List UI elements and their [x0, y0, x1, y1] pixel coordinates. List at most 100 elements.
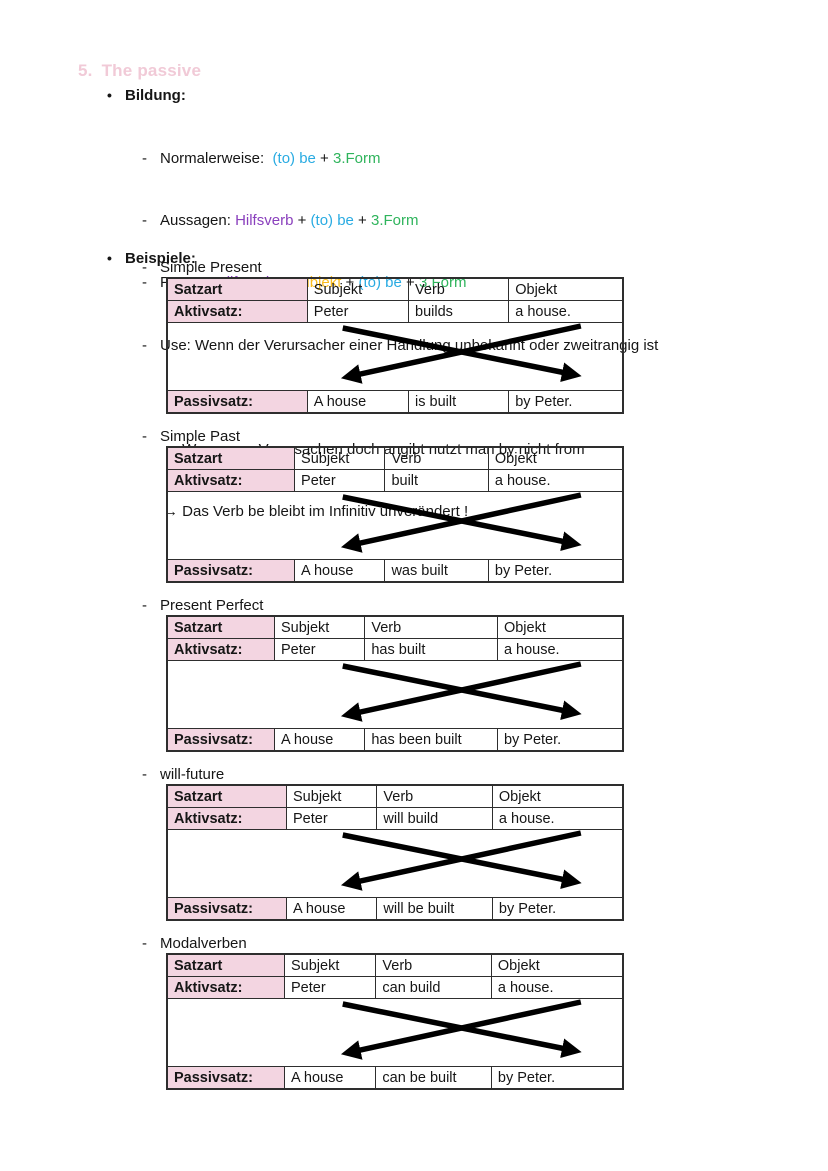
- passive-table-modalverben: Satzart Subjekt Verb Objekt Aktivsatz: P…: [166, 953, 624, 1090]
- header-verb: Verb: [384, 446, 489, 470]
- formula-segment: Aussagen:: [160, 211, 236, 229]
- aktivsatz-row: Aktivsatz: Peter built a house.: [166, 469, 624, 492]
- dash-marker: -: [142, 259, 147, 276]
- heading-number: 5.: [78, 61, 93, 80]
- table-header-row: Satzart Subjekt Verb Objekt: [166, 953, 624, 977]
- example-title: Modalverben: [160, 935, 247, 952]
- aktiv-objekt: a house.: [491, 807, 624, 830]
- formula-line: Normalerweise: (to) be + 3.Form: [160, 149, 381, 170]
- aktiv-verb: has built: [364, 638, 498, 661]
- header-verb: Verb: [408, 277, 510, 301]
- transform-arrows-cell: [166, 322, 624, 391]
- example-simple-past: - Simple Past Satzart Subjekt Verb Objek…: [142, 428, 624, 583]
- dash-marker: -: [142, 336, 147, 354]
- passiv-verb: is built: [408, 390, 510, 414]
- header-objekt: Objekt: [508, 277, 624, 301]
- transform-arrows-cell: [166, 491, 624, 560]
- dash-marker: -: [142, 935, 147, 952]
- dash-marker: -: [142, 211, 147, 229]
- transform-arrows-row: [166, 491, 624, 560]
- header-verb: Verb: [375, 953, 492, 977]
- dash-marker: -: [142, 766, 147, 783]
- example-title: Simple Present: [160, 259, 262, 276]
- table-header-row: Satzart Subjekt Verb Objekt: [166, 277, 624, 301]
- header-satzart: Satzart: [166, 953, 285, 977]
- heading-text: The passive: [101, 61, 202, 80]
- passive-table-present-perfect: Satzart Subjekt Verb Objekt Aktivsatz: P…: [166, 615, 624, 752]
- dash-marker: -: [142, 597, 147, 614]
- dash-marker: -: [142, 428, 147, 445]
- aktiv-objekt: a house.: [508, 300, 624, 323]
- passivsatz-label: Passivsatz:: [166, 559, 296, 583]
- passiv-subjekt: A house: [294, 559, 386, 583]
- passivsatz-row: Passivsatz: A house has been built by Pe…: [166, 728, 624, 752]
- header-subjekt: Subjekt: [294, 446, 386, 470]
- header-objekt: Objekt: [490, 953, 624, 977]
- example-title: will-future: [160, 766, 225, 783]
- bildung-label: Bildung:: [125, 87, 186, 104]
- header-subjekt: Subjekt: [306, 277, 410, 301]
- bullet-icon: •: [107, 87, 112, 103]
- crossed-arrows-icon: [340, 323, 582, 384]
- header-subjekt: Subjekt: [286, 784, 378, 808]
- example-title-line: - Modalverben: [142, 935, 624, 952]
- header-verb: Verb: [364, 615, 498, 639]
- transform-arrows-row: [166, 660, 624, 729]
- formula-segment: Normalerweise:: [160, 149, 273, 167]
- passive-table-simple-past: Satzart Subjekt Verb Objekt Aktivsatz: P…: [166, 446, 624, 583]
- table-header-row: Satzart Subjekt Verb Objekt: [166, 446, 624, 470]
- dash-marker: -: [142, 149, 147, 167]
- example-title-line: - will-future: [142, 766, 624, 783]
- passivsatz-label: Passivsatz:: [166, 1066, 285, 1090]
- example-title: Present Perfect: [160, 597, 264, 614]
- aktivsatz-row: Aktivsatz: Peter will build a house.: [166, 807, 624, 830]
- passiv-subjekt: A house: [286, 897, 378, 921]
- passiv-subjekt: A house: [273, 728, 366, 752]
- example-title-line: - Present Perfect: [142, 597, 624, 614]
- beispiele-label-line: • Beispiele:: [107, 247, 196, 270]
- aktiv-verb: will build: [376, 807, 493, 830]
- crossed-arrows-icon: [340, 661, 582, 722]
- aktivsatz-label: Aktivsatz:: [166, 976, 285, 999]
- passivsatz-label: Passivsatz:: [166, 728, 275, 752]
- transform-arrows-cell: [166, 829, 624, 898]
- bildung-label-line: • Bildung:: [107, 84, 658, 107]
- formula-segment: (to) be: [310, 211, 354, 229]
- aktiv-objekt: a house.: [496, 638, 624, 661]
- passivsatz-label: Passivsatz:: [166, 390, 308, 414]
- crossed-arrows-icon: [340, 830, 582, 891]
- bullet-icon: •: [107, 250, 112, 266]
- example-present-perfect: - Present Perfect Satzart Subjekt Verb O…: [142, 597, 624, 752]
- example-title-line: - Simple Past: [142, 428, 624, 445]
- dash-marker: -: [142, 274, 147, 292]
- table-header-row: Satzart Subjekt Verb Objekt: [166, 615, 624, 639]
- passiv-verb: was built: [384, 559, 489, 583]
- aktiv-objekt: a house.: [490, 976, 624, 999]
- list-item: - Normalerweise: (to) be + 3.Form: [142, 149, 658, 170]
- passiv-objekt: by Peter.: [496, 728, 624, 752]
- header-subjekt: Subjekt: [273, 615, 366, 639]
- passivsatz-row: Passivsatz: A house will be built by Pet…: [166, 897, 624, 921]
- list-item: - Aussagen: Hilfsverb + (to) be + 3.Form: [142, 211, 658, 232]
- transform-arrows-row: [166, 998, 624, 1067]
- aktiv-subjekt: Peter: [273, 638, 366, 661]
- transform-arrows-cell: [166, 660, 624, 729]
- passiv-subjekt: A house: [306, 390, 410, 414]
- aktivsatz-label: Aktivsatz:: [166, 300, 308, 323]
- example-title-line: - Simple Present: [142, 259, 624, 276]
- passivsatz-row: Passivsatz: A house is built by Peter.: [166, 390, 624, 414]
- header-objekt: Objekt: [491, 784, 624, 808]
- header-satzart: Satzart: [166, 784, 288, 808]
- passiv-objekt: by Peter.: [487, 559, 624, 583]
- header-subjekt: Subjekt: [283, 953, 377, 977]
- aktiv-subjekt: Peter: [283, 976, 377, 999]
- formula-segment: +: [315, 149, 333, 167]
- formula-segment: Hilfsverb: [235, 211, 294, 229]
- example-title: Simple Past: [160, 428, 241, 445]
- example-will-future: - will-future Satzart Subjekt Verb Objek…: [142, 766, 624, 921]
- passiv-verb: can be built: [375, 1066, 492, 1090]
- example-modalverben: - Modalverben Satzart Subjekt Verb Objek…: [142, 935, 624, 1090]
- passiv-verb: will be built: [376, 897, 493, 921]
- passiv-subjekt: A house: [283, 1066, 377, 1090]
- passiv-objekt: by Peter.: [490, 1066, 624, 1090]
